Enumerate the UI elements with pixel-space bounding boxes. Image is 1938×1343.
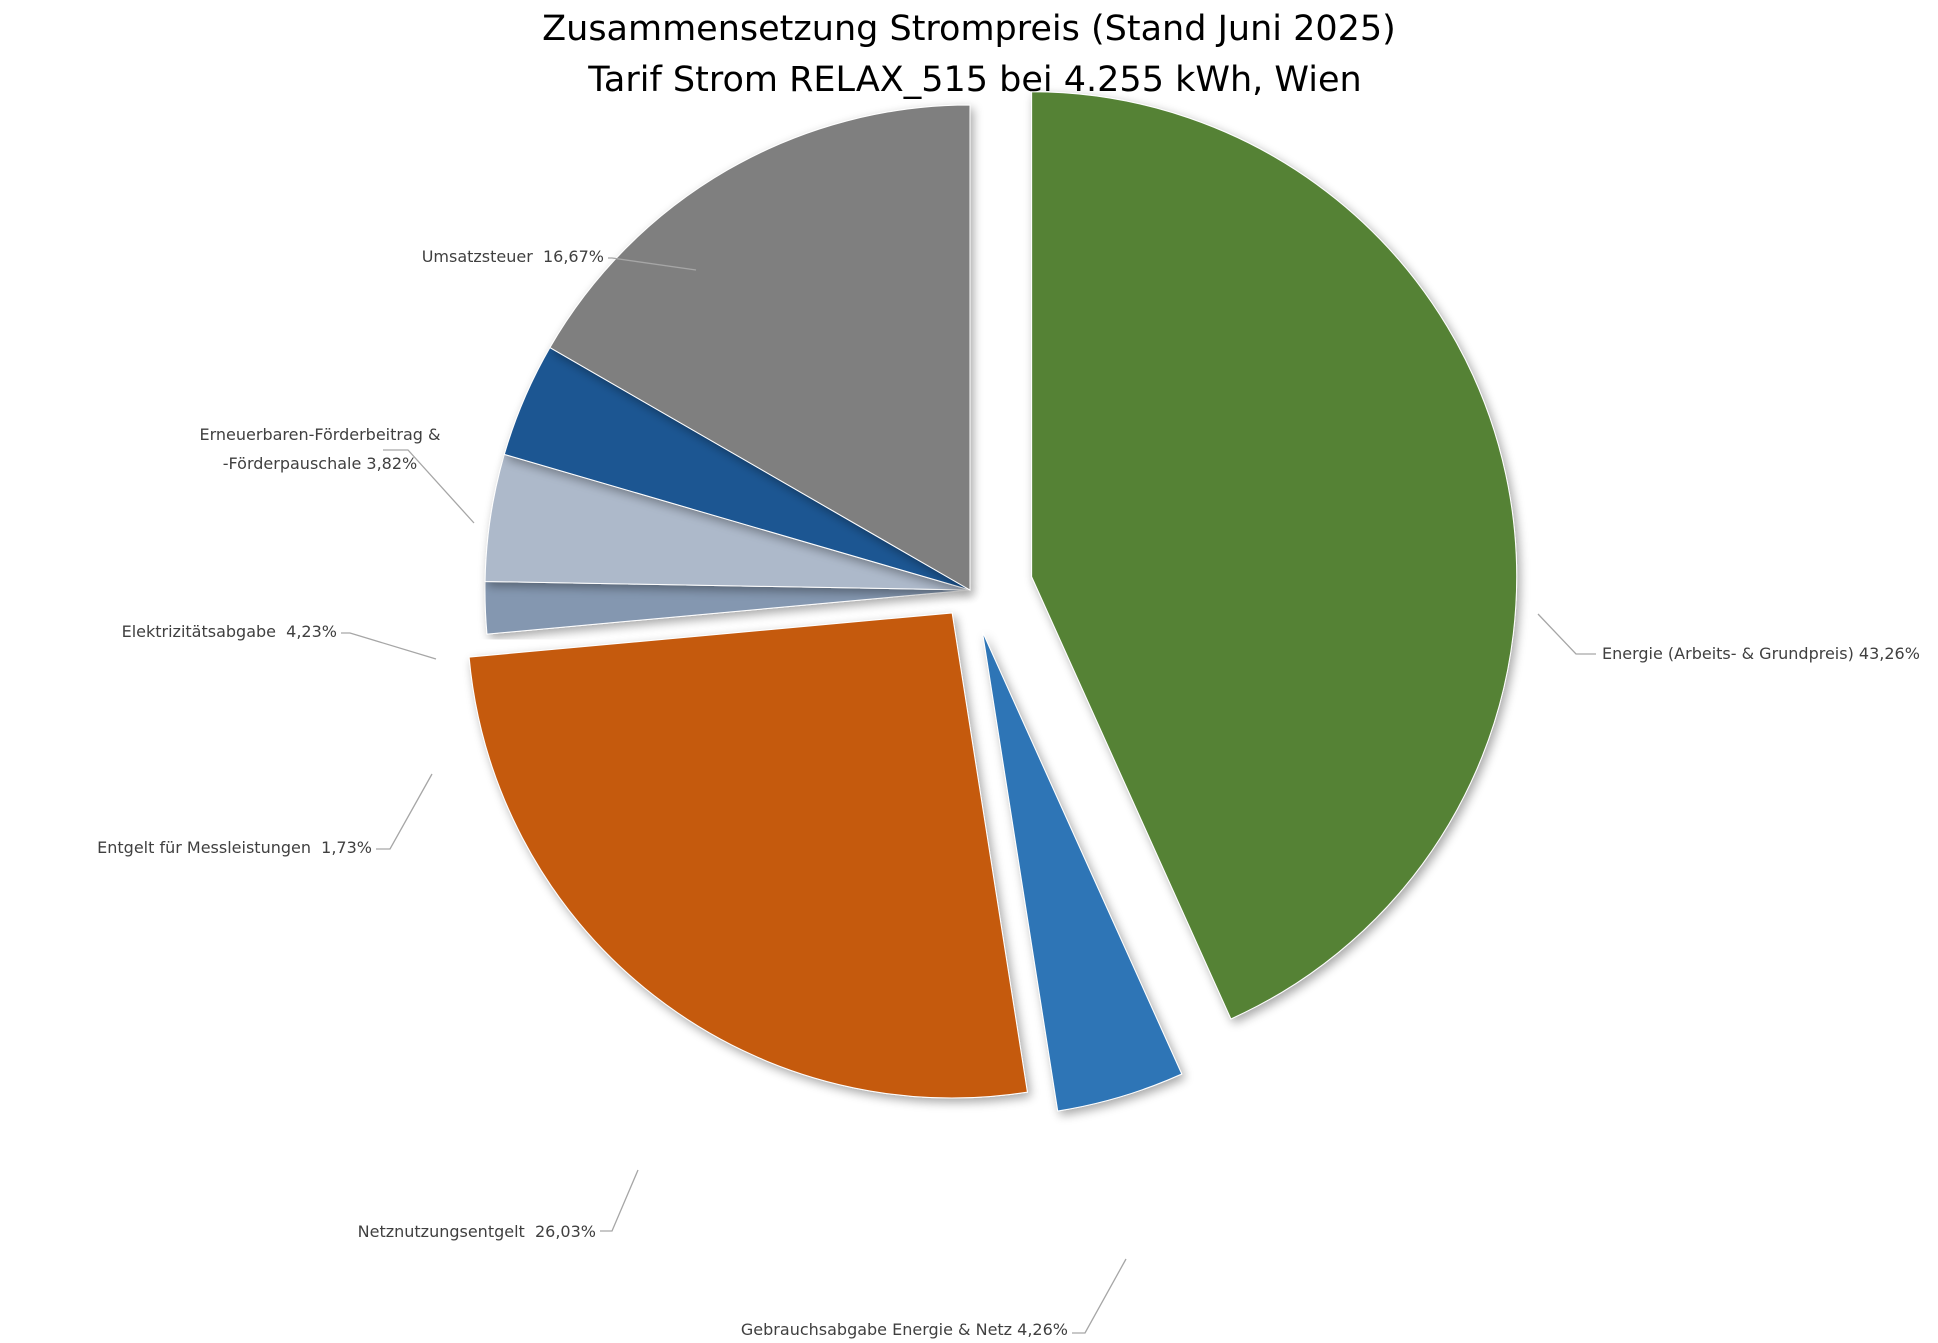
- data-label-netznutzungsentgelt: Netznutzungsentgelt 26,03%: [358, 1222, 596, 1241]
- data-label-umsatzsteuer: Umsatzsteuer 16,67%: [422, 247, 604, 266]
- pie-slice-netznutzungsentgelt: [468, 612, 1028, 1099]
- leader-line-energie-arbeits-grundpreis: [1537, 613, 1596, 655]
- leader-line-entgelt-fuer-messleistungen: [376, 773, 433, 850]
- data-label-erneuerbaren-foerderbeitrag-foerderpauschale-line-1: Erneuerbaren-Förderbeitrag &: [199, 425, 440, 444]
- data-label-elektrizitaetsabgabe: Elektrizitätsabgabe 4,23%: [122, 622, 337, 641]
- pie-slice-umsatzsteuer: [549, 104, 971, 591]
- leader-line-elektrizitaetsabgabe: [341, 632, 437, 660]
- leader-line-netznutzungsentgelt: [600, 1169, 639, 1232]
- leader-line-erneuerbaren-foerderbeitrag-foerderpauschale: [383, 449, 475, 524]
- data-label-entgelt-fuer-messleistungen: Entgelt für Messleistungen 1,73%: [97, 838, 372, 857]
- chart-subtitle: Tarif Strom RELAX_515 bei 4.255 kWh, Wie…: [587, 60, 1361, 100]
- chart-title: Zusammensetzung Strompreis (Stand Juni 2…: [542, 9, 1396, 49]
- leader-lines: [341, 257, 1596, 1334]
- data-label-gebrauchsabgabe-energie-netz: Gebrauchsabgabe Energie & Netz 4,26%: [741, 1320, 1068, 1339]
- pie-slice-gebrauchsabgabe-energie-netz: [981, 631, 1183, 1112]
- data-labels: Energie (Arbeits- & Grundpreis) 43,26% Ge…: [97, 247, 1920, 1339]
- pie-slice-energie-arbeits-grundpreis: [1031, 91, 1518, 1020]
- leader-line-gebrauchsabgabe-energie-netz: [1072, 1258, 1127, 1334]
- data-label-energie-arbeits-grundpreis: Energie (Arbeits- & Grundpreis) 43,26%: [1602, 644, 1920, 663]
- data-label-erneuerbaren-foerderbeitrag-foerderpauschale-line-2: -Förderpauschale 3,82%: [223, 454, 417, 473]
- leader-line-umsatzsteuer: [608, 257, 697, 271]
- pie-slices: [468, 91, 1518, 1112]
